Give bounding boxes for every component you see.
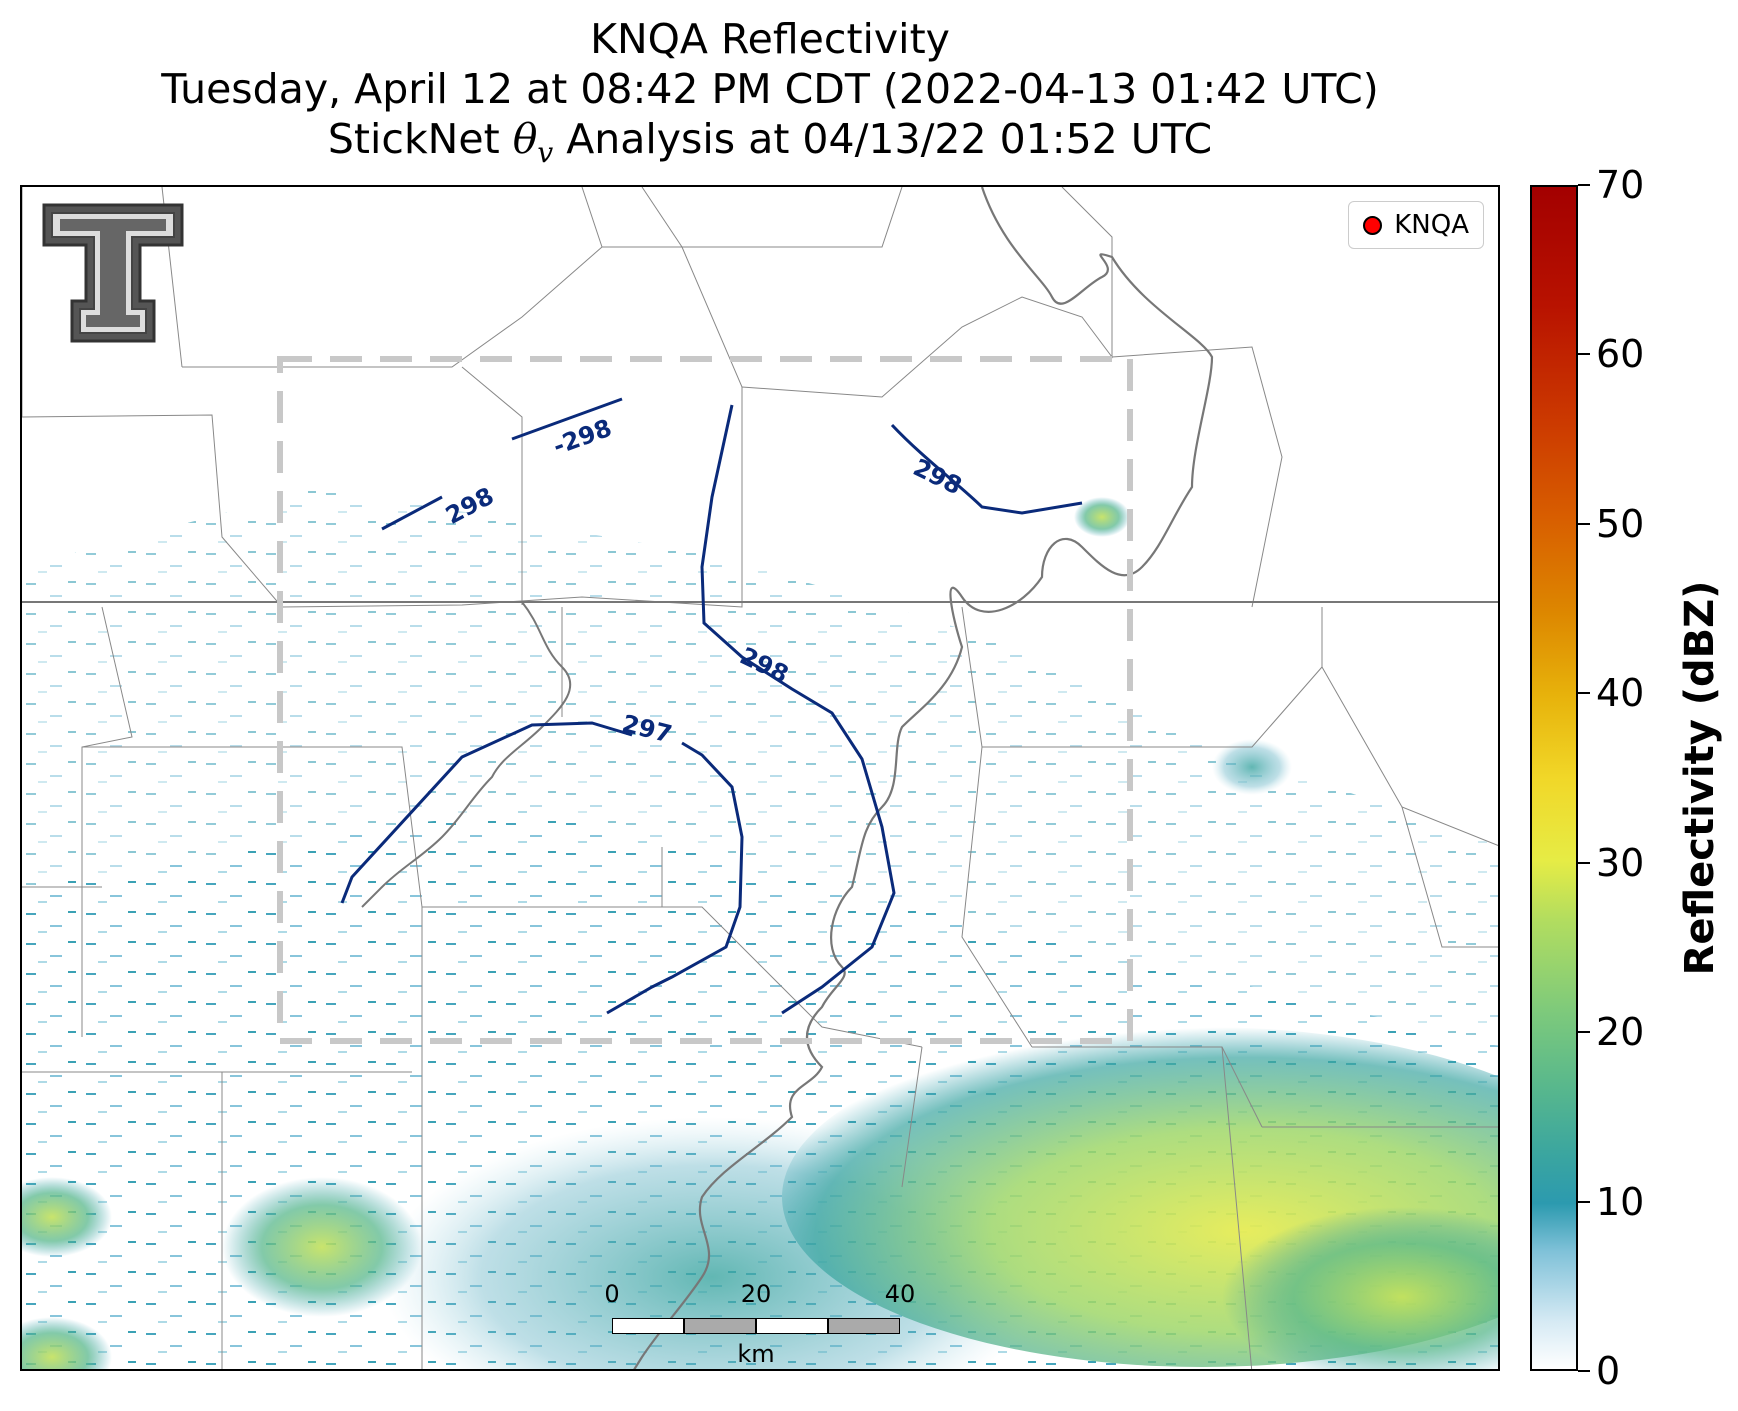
colorbar-tick-label: 0 <box>1596 1349 1621 1393</box>
contour-label-298-c: 298 <box>909 453 966 500</box>
texas-tech-logo <box>42 203 184 343</box>
contour-297 <box>340 721 744 1015</box>
scale-bar: 0 20 40 km <box>604 1280 915 1370</box>
colorbar-tick-mark <box>1578 1370 1590 1372</box>
title-line-2: Tuesday, April 12 at 08:42 PM CDT (2022-… <box>161 65 1379 113</box>
theta-subscript: v <box>537 136 554 170</box>
figure-title: KNQA Reflectivity Tuesday, April 12 at 0… <box>0 14 1540 178</box>
colorbar-tick-mark <box>1578 1200 1590 1203</box>
title-line-3: StickNet θv Analysis at 04/13/22 01:52 U… <box>0 114 1540 178</box>
colorbar-tick-label: 30 <box>1596 840 1645 885</box>
colorbar-tick-label: 10 <box>1596 1179 1645 1224</box>
colorbar-tick-mark <box>1578 861 1590 864</box>
radar-map[interactable]: 298 -298 298 298 297 KNQA <box>20 185 1500 1371</box>
colorbar-tick-label: 50 <box>1596 501 1645 546</box>
colorbar-tick-label: 70 <box>1596 163 1645 207</box>
scale-segment <box>756 1318 828 1334</box>
contour-298-ne <box>890 423 1083 515</box>
echo-cell-southwest <box>222 1177 422 1317</box>
analysis-domain-box <box>277 356 1133 1044</box>
river-west <box>361 601 572 908</box>
contour-298-nw-b <box>511 397 623 441</box>
colorbar-tick-label: 60 <box>1596 332 1645 377</box>
contour-298-central <box>700 404 896 1015</box>
scale-segment <box>612 1318 684 1334</box>
colorbar-tick-mark <box>1578 1031 1590 1034</box>
echo-core-southeast <box>1222 1207 1498 1369</box>
scale-tick-0: 0 <box>604 1280 620 1308</box>
contour-298-nw-a <box>381 495 443 531</box>
colorbar-title: Reflectivity (dBZ) <box>1677 580 1723 976</box>
map-canvas: 298 -298 298 298 297 <box>22 187 1498 1369</box>
scale-tick-40: 40 <box>884 1280 916 1308</box>
colorbar-tick-label: 40 <box>1596 671 1645 716</box>
river-mississippi <box>633 187 1214 1369</box>
scale-unit: km <box>737 1340 775 1368</box>
scale-segment <box>684 1318 756 1334</box>
echo-cell-west <box>22 1177 112 1257</box>
colorbar-tick-mark <box>1578 184 1590 186</box>
title-line-1: KNQA Reflectivity <box>590 15 950 63</box>
radar-site-marker-icon <box>1363 215 1383 235</box>
echo-cell-north <box>1074 497 1130 537</box>
colorbar-tick-label: 20 <box>1596 1010 1645 1055</box>
legend-label: KNQA <box>1394 210 1469 240</box>
scale-tick-20: 20 <box>740 1280 772 1308</box>
colorbar-tick-mark <box>1578 692 1590 695</box>
colorbar-tick-mark <box>1578 522 1590 525</box>
theta-v-contours <box>340 397 1083 1015</box>
title-line-3-prefix: StickNet <box>327 115 513 163</box>
colorbar <box>1530 185 1578 1371</box>
map-legend: KNQA <box>1348 201 1484 249</box>
colorbar-tick-mark <box>1578 353 1590 356</box>
echo-cell-east <box>1212 739 1292 795</box>
echo-cell-southwest-corner <box>22 1317 112 1369</box>
theta-symbol: θ <box>512 115 538 163</box>
title-line-3-suffix: Analysis at 04/13/22 01:52 UTC <box>553 115 1213 163</box>
scale-segment <box>828 1318 900 1334</box>
